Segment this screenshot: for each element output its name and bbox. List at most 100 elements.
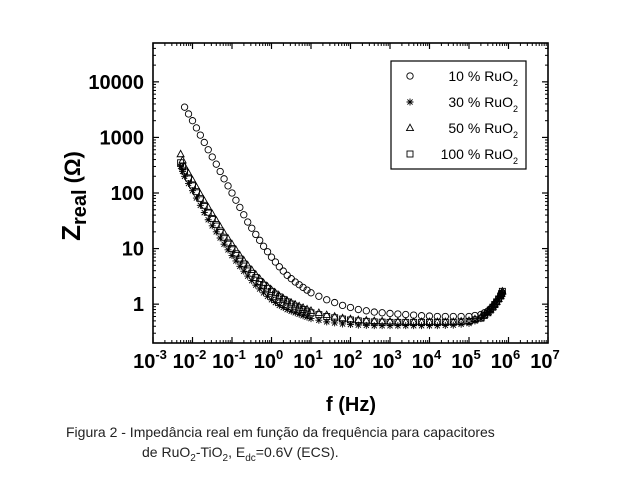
- data-point: [200, 201, 208, 209]
- data-point: [231, 245, 241, 253]
- data-point: [362, 307, 370, 315]
- x-tick-label: 104: [412, 347, 442, 373]
- x-tick-label: 10-3: [133, 347, 167, 373]
- data-point: [179, 163, 187, 171]
- data-point: [275, 291, 284, 300]
- x-tick-label: 102: [333, 347, 362, 373]
- legend: 10 % RuO2 30 % RuO2 50 % RuO2 100 % RuO2: [390, 60, 527, 170]
- x-tick-label: 100: [254, 347, 283, 373]
- data-point: [314, 308, 324, 316]
- data-point: [239, 255, 249, 264]
- data-point: [232, 196, 240, 204]
- data-point: [208, 214, 216, 222]
- data-point: [338, 313, 347, 322]
- data-point: [188, 175, 197, 184]
- data-point: [331, 314, 339, 322]
- data-point: [283, 271, 291, 279]
- data-point: [330, 298, 339, 307]
- data-point: [410, 318, 418, 326]
- data-point: [263, 248, 272, 256]
- y-tick-label: 10: [122, 239, 144, 261]
- data-point: [283, 306, 291, 314]
- data-point: [200, 196, 209, 204]
- data-point: [323, 313, 331, 320]
- data-point: [339, 315, 347, 323]
- data-point: [402, 318, 410, 326]
- data-point: [279, 293, 288, 302]
- data-point: [256, 236, 264, 244]
- data-point: [216, 234, 224, 242]
- data-point: [279, 303, 287, 311]
- data-point: [192, 188, 200, 196]
- data-point: [418, 318, 426, 326]
- data-point: [291, 302, 299, 310]
- data-point: [180, 103, 189, 111]
- data-point: [235, 250, 245, 259]
- y-axis-label-unit: (Ω): [60, 151, 85, 183]
- data-point: [240, 267, 248, 275]
- data-point: [339, 320, 347, 328]
- data-point: [287, 307, 295, 315]
- data-point: [346, 314, 355, 323]
- data-point: [236, 255, 244, 263]
- data-point: [470, 314, 480, 323]
- data-point: [456, 316, 466, 325]
- x-tick-label: 10-1: [212, 347, 246, 373]
- data-point: [488, 301, 498, 310]
- data-point: [267, 285, 276, 294]
- legend-marker-star: [406, 98, 414, 106]
- data-point: [323, 296, 331, 304]
- data-point: [196, 189, 205, 198]
- data-point: [196, 201, 204, 209]
- data-point: [179, 167, 187, 175]
- data-point: [181, 167, 189, 175]
- data-point: [268, 296, 275, 304]
- legend-label: 30 % RuO2: [448, 94, 518, 114]
- x-axis-ticks: 10-3 10-2 10-1 100 101 102 103 104 105 106 107: [133, 43, 560, 373]
- x-tick-label: 107: [530, 347, 559, 373]
- data-point: [385, 316, 395, 325]
- caption-part: , E: [228, 444, 246, 460]
- data-point: [346, 321, 354, 329]
- data-point: [252, 230, 260, 239]
- data-point: [291, 309, 299, 317]
- data-point: [224, 239, 232, 247]
- data-point: [228, 252, 236, 260]
- data-point: [243, 260, 252, 269]
- data-point: [347, 316, 354, 324]
- data-point: [295, 304, 303, 312]
- legend-marker-square: [406, 150, 414, 158]
- data-point: [409, 317, 418, 325]
- data-point: [223, 233, 233, 242]
- data-point: [322, 310, 331, 318]
- data-point: [282, 296, 292, 304]
- data-point: [441, 317, 450, 325]
- data-point: [204, 208, 212, 216]
- y-tick-label: 1: [133, 294, 144, 316]
- data-point: [299, 312, 307, 320]
- data-point: [252, 274, 260, 282]
- data-point: [212, 221, 220, 229]
- data-point: [287, 275, 295, 283]
- data-point: [362, 317, 370, 325]
- data-point: [184, 110, 193, 118]
- data-point: [464, 316, 474, 324]
- caption-part: =0.6V (ECS).: [255, 444, 339, 460]
- x-tick-label: 101: [293, 347, 322, 373]
- caption-part: -TiO: [195, 444, 223, 460]
- data-point: [185, 174, 192, 182]
- data-point: [330, 311, 339, 320]
- data-point: [425, 317, 434, 325]
- data-point: [259, 242, 268, 250]
- data-point: [252, 281, 260, 289]
- data-point: [286, 297, 296, 306]
- data-series: [176, 103, 507, 330]
- caption-sub: 2: [222, 452, 229, 464]
- data-point: [354, 321, 362, 329]
- data-point: [200, 138, 208, 147]
- data-point: [394, 310, 402, 318]
- data-point: [362, 315, 371, 324]
- data-point: [386, 309, 394, 318]
- data-point: [212, 228, 220, 236]
- data-point: [331, 319, 339, 327]
